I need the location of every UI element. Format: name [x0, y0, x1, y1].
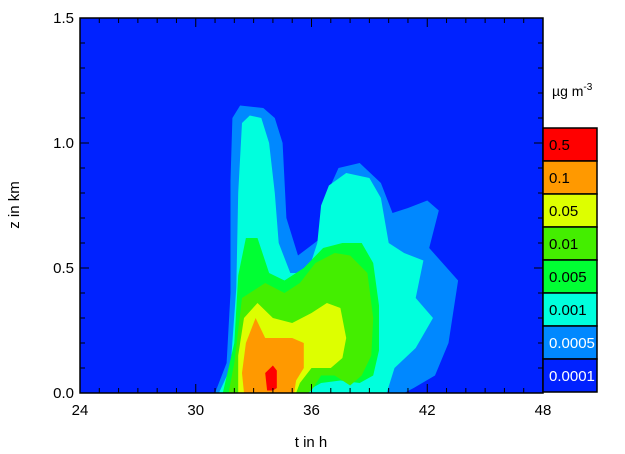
- colorbar: 0.5 0.1 0.05 0.01 0.005 0.001 0.0005 0.0001: [542, 127, 598, 393]
- x-tick-label: 36: [303, 402, 320, 419]
- x-tick-label: 42: [419, 402, 436, 419]
- y-tick-label: 1.5: [53, 10, 74, 27]
- colorbar-label: 0.01: [549, 236, 578, 253]
- colorbar-swatch: [542, 358, 598, 393]
- colorbar-swatch: [542, 259, 598, 294]
- colorbar-label: 0.005: [549, 269, 587, 286]
- colorbar-swatch: [542, 160, 598, 195]
- x-tick-label: 24: [72, 402, 89, 419]
- colorbar-label: 0.0001: [549, 368, 595, 385]
- colorbar-swatch: [542, 193, 598, 228]
- colorbar-label: 0.5: [549, 137, 570, 154]
- y-axis: 0.0 0.5 1.0 1.5: [53, 10, 543, 402]
- contour-region-0_1: [242, 318, 304, 393]
- y-tick-label: 1.0: [53, 135, 74, 152]
- y-tick-label: 0.5: [53, 260, 74, 277]
- colorbar-label: 0.1: [549, 170, 570, 187]
- x-axis-label: t in h: [295, 434, 328, 451]
- colorbar-unit: µg m-3: [552, 82, 593, 99]
- colorbar-label: 0.001: [549, 302, 587, 319]
- x-axis: 24 30 36 42 48: [72, 18, 552, 419]
- contour-layer: [215, 105, 459, 393]
- colorbar-swatch: [542, 226, 598, 261]
- colorbar-label: 0.05: [549, 203, 578, 220]
- x-tick-label: 48: [535, 402, 552, 419]
- x-tick-label: 30: [187, 402, 204, 419]
- y-tick-label: 0.0: [53, 385, 74, 402]
- colorbar-label: 0.0005: [549, 335, 595, 352]
- contour-region-0_5: [265, 365, 277, 391]
- y-axis-label: z in km: [6, 181, 23, 229]
